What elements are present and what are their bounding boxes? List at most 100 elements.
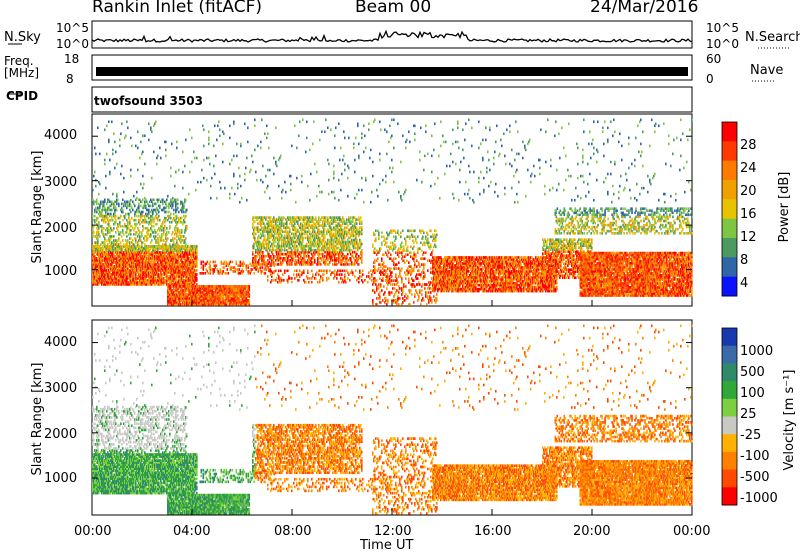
power-echo-cell: [173, 285, 175, 288]
power-echo-cell: [215, 261, 217, 264]
power-echo-cell: [228, 272, 230, 275]
power-echo-cell: [136, 231, 138, 234]
power-echo-cell: [342, 253, 344, 256]
power-echo-cell: [164, 229, 166, 232]
power-echo-cell: [262, 270, 264, 273]
power-echo-cell: [176, 215, 178, 218]
power-echo-cell: [133, 243, 135, 246]
power-echo-cell: [128, 213, 130, 216]
power-echo-cell: [129, 219, 131, 222]
power-echo-cell: [133, 233, 135, 236]
power-echo-cell: [139, 223, 141, 226]
power-echo-cell: [166, 211, 168, 214]
power-echo-cell: [142, 199, 144, 202]
power-echo-cell: [122, 225, 124, 228]
power-echo-cell: [169, 225, 171, 228]
power-echo-cell: [178, 245, 180, 248]
power-echo-cell: [314, 259, 316, 262]
power-echo-cell: [318, 216, 320, 219]
power-echo-cell: [93, 201, 95, 204]
power-echo-cell: [305, 249, 307, 252]
power-echo-cell: [105, 221, 107, 224]
power-echo-cell: [246, 264, 248, 267]
power-echo-cell: [223, 270, 225, 273]
power-echo-cell: [254, 237, 256, 240]
power-echo-cell: [151, 225, 153, 228]
power-echo-cell: [140, 205, 142, 208]
power-echo-cell: [203, 261, 205, 264]
power-echo-cell: [93, 231, 95, 234]
power-echo-cell: [130, 233, 132, 236]
power-echo-cell: [226, 272, 228, 275]
power-echo-cell: [361, 249, 363, 252]
power-echo-cell: [231, 266, 233, 269]
power-echo-cell: [125, 213, 127, 216]
power-echo-cell: [126, 235, 128, 238]
freq-trace: [96, 67, 688, 76]
power-echo-cell: [168, 231, 170, 234]
power-echo-cell: [153, 199, 155, 202]
power-echo-cell: [173, 209, 175, 212]
power-echo-cell: [119, 221, 121, 224]
power-echo-cell: [159, 219, 161, 222]
power-echo-cell: [297, 247, 299, 250]
power-echo-cell: [131, 217, 133, 220]
power-echo-cell: [254, 226, 256, 229]
power-echo-cell: [360, 216, 362, 219]
power-echo-cell: [205, 272, 207, 275]
power-echo-cell: [275, 263, 277, 266]
power-echo-cell: [130, 229, 132, 232]
power-echo-cell: [305, 237, 307, 240]
power-echo-cell: [336, 263, 338, 266]
power-echo-cell: [152, 245, 154, 248]
power-echo-cell: [265, 272, 267, 275]
power-echo-cell: [240, 261, 242, 264]
power-echo-cell: [177, 207, 179, 210]
power-echo-cell: [342, 229, 344, 232]
power-echo-cell: [167, 237, 169, 240]
power-echo-cell: [201, 266, 203, 269]
power-echo-cell: [325, 216, 327, 219]
power-echo-cell: [248, 264, 250, 267]
power-echo-cell: [142, 211, 144, 214]
power-echo-cell: [138, 215, 140, 218]
power-echo-cell: [127, 239, 129, 242]
power-echo-cell: [262, 266, 264, 269]
power-echo-cell: [320, 263, 322, 266]
power-echo-cell: [121, 203, 123, 206]
power-echo-cell: [144, 239, 146, 242]
rti-plot-canvas: [0, 0, 800, 554]
power-echo-cell: [267, 275, 269, 278]
power-echo-cell: [361, 243, 363, 246]
power-echo-cell: [138, 245, 140, 248]
power-echo-cell: [164, 225, 166, 228]
power-echo-cell: [273, 255, 275, 258]
power-echo-cell: [104, 199, 106, 202]
power-echo-cell: [274, 245, 276, 248]
power-echo-cell: [120, 231, 122, 234]
power-echo-cell: [315, 216, 317, 219]
power-echo-cell: [115, 215, 117, 218]
power-echo-cell: [356, 239, 358, 242]
cpid-panel-frame: [92, 87, 692, 112]
power-echo-cell: [130, 211, 132, 214]
power-echo-cell: [262, 251, 264, 254]
power-echo-cell: [99, 235, 101, 238]
power-echo-cell: [127, 201, 129, 204]
power-echo-cell: [160, 245, 162, 248]
power-echo-cell: [122, 199, 124, 202]
power-echo-cell: [147, 245, 149, 248]
power-echo-cell: [303, 237, 305, 240]
power-echo-cell: [236, 261, 238, 264]
power-echo-cell: [210, 261, 212, 264]
power-echo-cell: [116, 209, 118, 212]
power-echo-cell: [263, 255, 265, 258]
power-echo-cell: [142, 241, 144, 244]
power-echo-cell: [196, 269, 198, 272]
power-echo-cell: [224, 266, 226, 269]
power-echo-cell: [115, 219, 117, 222]
power-echo-cell: [112, 219, 114, 222]
power-echo-cell: [349, 263, 351, 266]
power-echo-cell: [213, 261, 215, 264]
power-echo-cell: [282, 249, 284, 252]
